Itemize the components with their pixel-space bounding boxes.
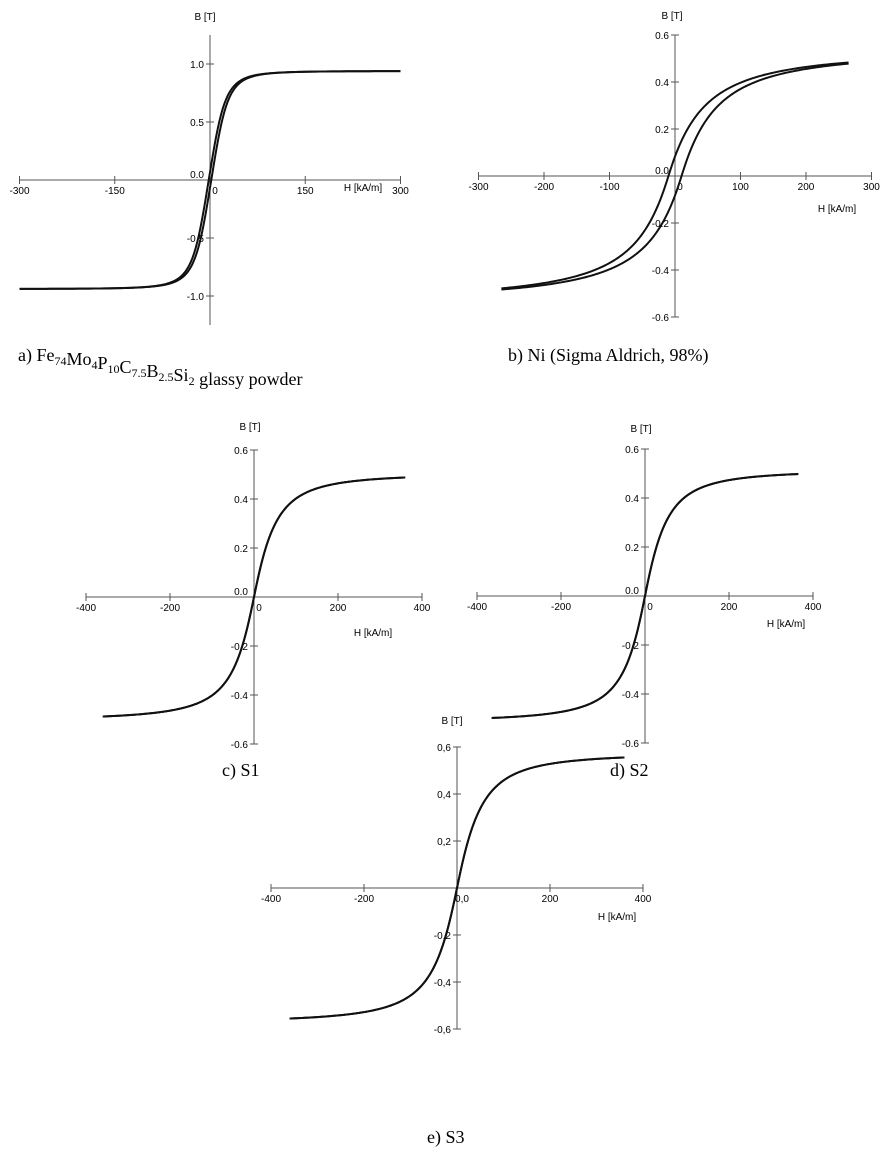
panel-d: -400 -200 0 200 400 -0.6 -0.4 -0.2 0.0 0.2 0.4 0.6 H… xyxy=(467,424,822,781)
y-axis-label: B [T] xyxy=(441,716,462,727)
x-tick-label: -400 xyxy=(261,894,281,905)
y-tick-label: -0.2 xyxy=(622,641,640,652)
y-axis-label: B [T] xyxy=(194,12,215,23)
panel-caption: d) S2 xyxy=(610,760,649,781)
y-tick-label: -0,2 xyxy=(434,931,452,942)
y-tick-label: -0.6 xyxy=(652,313,670,324)
y-tick-label: -0.4 xyxy=(652,266,670,277)
x-axis-label: H [kA/m] xyxy=(598,912,637,923)
formula-subscript: 2 xyxy=(189,374,195,388)
y-tick-label: 0.6 xyxy=(234,446,248,457)
y-tick-label: 0.2 xyxy=(655,125,669,136)
curve-descending-branch xyxy=(289,756,625,1020)
x-tick-label: 200 xyxy=(330,603,347,614)
curve-descending-branch xyxy=(19,70,401,290)
y-tick-label: -0,4 xyxy=(434,978,452,989)
y-tick-label: 0.2 xyxy=(234,544,248,555)
y-tick-label: 0.6 xyxy=(625,445,639,456)
formula-element: C xyxy=(120,357,132,377)
panel-b: -300 -200 -100 0 100 200 300-0.6-0.4-0.20.00.2… xyxy=(468,11,880,366)
x-tick-label: 200 xyxy=(721,602,738,613)
x-tick-label: -200 xyxy=(534,182,554,193)
panel-caption: b) Ni (Sigma Aldrich, 98%) xyxy=(508,345,708,366)
formula-subscript: 4 xyxy=(92,358,98,372)
y-tick-label: -0,6 xyxy=(434,1025,452,1036)
y-tick-label: -0.4 xyxy=(622,690,640,701)
y-tick-label: 0.6 xyxy=(655,31,669,42)
x-tick-label: 400 xyxy=(805,602,822,613)
formula-subscript: 10 xyxy=(108,362,120,376)
y-axis-label: B [T] xyxy=(239,422,260,433)
formula-element: Fe xyxy=(36,345,54,365)
x-tick-label: 100 xyxy=(732,182,749,193)
panel-e: -400 -200 0,0 200 400 -0,6 -0,4 -0,2 0,2 0,4 0,6 H … xyxy=(261,716,652,1148)
formula-subscript: 2.5 xyxy=(159,370,174,384)
panel-caption: e) S3 xyxy=(427,1127,465,1148)
x-tick-label: 400 xyxy=(414,603,431,614)
y-tick-label: 0.4 xyxy=(625,494,639,505)
x-tick-label: 0,0 xyxy=(455,894,469,905)
x-tick-label: -400 xyxy=(76,603,96,614)
y-tick-label: 0.2 xyxy=(625,543,639,554)
x-tick-label: 400 xyxy=(635,894,652,905)
x-tick-label: -300 xyxy=(468,182,488,193)
y-tick-label: 0,6 xyxy=(437,743,451,754)
y-tick-label: 0,4 xyxy=(437,790,451,801)
y-tick-label: 1.0 xyxy=(190,60,204,71)
y-tick-label: -0.2 xyxy=(231,642,249,653)
formula-element: P xyxy=(98,353,108,373)
x-tick-label: 0 xyxy=(647,602,653,613)
x-tick-label: 0 xyxy=(256,603,262,614)
y-tick-label: -0.5 xyxy=(187,234,205,245)
x-axis-label: H [kA/m] xyxy=(354,628,393,639)
caption-prefix: a) xyxy=(18,345,36,366)
y-tick-label: 0.4 xyxy=(234,495,248,506)
x-tick-label: -200 xyxy=(551,602,571,613)
panel-caption: c) S1 xyxy=(222,760,260,781)
x-tick-label: -200 xyxy=(354,894,374,905)
y-tick-label: 0,2 xyxy=(437,837,451,848)
y-axis-label: B [T] xyxy=(630,424,651,435)
y-tick-label: 0.0 xyxy=(655,166,669,177)
x-tick-label: 200 xyxy=(542,894,559,905)
x-tick-label: 300 xyxy=(392,186,409,197)
formula-element: Si xyxy=(174,365,189,385)
panel-c: -400 -200 0 200 400 -0.6 -0.4 -0.2 0.0 0.2 0.4 0.6 H… xyxy=(76,422,431,781)
y-tick-label: 0.0 xyxy=(190,170,204,181)
y-tick-label: -1.0 xyxy=(187,292,205,303)
y-tick-label: 0.0 xyxy=(625,586,639,597)
caption-suffix: glassy powder xyxy=(195,369,303,389)
x-tick-label: -400 xyxy=(467,602,487,613)
x-axis-label: H [kA/m] xyxy=(767,619,806,630)
x-tick-label: -100 xyxy=(599,182,619,193)
y-tick-label: 0.0 xyxy=(234,587,248,598)
y-axis-label: B [T] xyxy=(661,11,682,22)
panel-a: -300 -150 0 150 300 -1.0 -0.5 0.0 0.5 1.0 H [kA/m]… xyxy=(9,12,409,389)
x-axis-label: H [kA/m] xyxy=(344,183,383,194)
x-tick-label: 200 xyxy=(798,182,815,193)
formula-subscript: 74 xyxy=(54,354,66,368)
x-tick-label: -300 xyxy=(9,186,29,197)
formula-element: Mo xyxy=(66,349,91,369)
formula-element: B xyxy=(147,361,159,381)
x-tick-label: 0 xyxy=(212,186,218,197)
formula-subscript: 7.5 xyxy=(132,366,147,380)
y-tick-label: -0.6 xyxy=(231,740,249,751)
y-tick-label: 0.4 xyxy=(655,78,669,89)
curve-descending-branch xyxy=(491,473,799,719)
y-tick-label: 0.5 xyxy=(190,118,204,129)
x-axis-label: H [kA/m] xyxy=(818,204,857,215)
x-tick-label: 300 xyxy=(863,182,880,193)
x-tick-label: -200 xyxy=(160,603,180,614)
y-tick-label: -0.4 xyxy=(231,691,249,702)
curve-descending-branch xyxy=(501,61,849,290)
x-tick-label: 150 xyxy=(297,186,314,197)
x-tick-label: 0 xyxy=(677,182,683,193)
panel-caption: a) Fe74Mo4P10C7.5B2.5Si2 glassy powder xyxy=(18,345,303,389)
y-tick-label: -0.6 xyxy=(622,739,640,750)
curve-descending-branch xyxy=(102,476,406,718)
curve-ascending-branch xyxy=(501,62,849,291)
x-tick-label: -150 xyxy=(105,186,125,197)
